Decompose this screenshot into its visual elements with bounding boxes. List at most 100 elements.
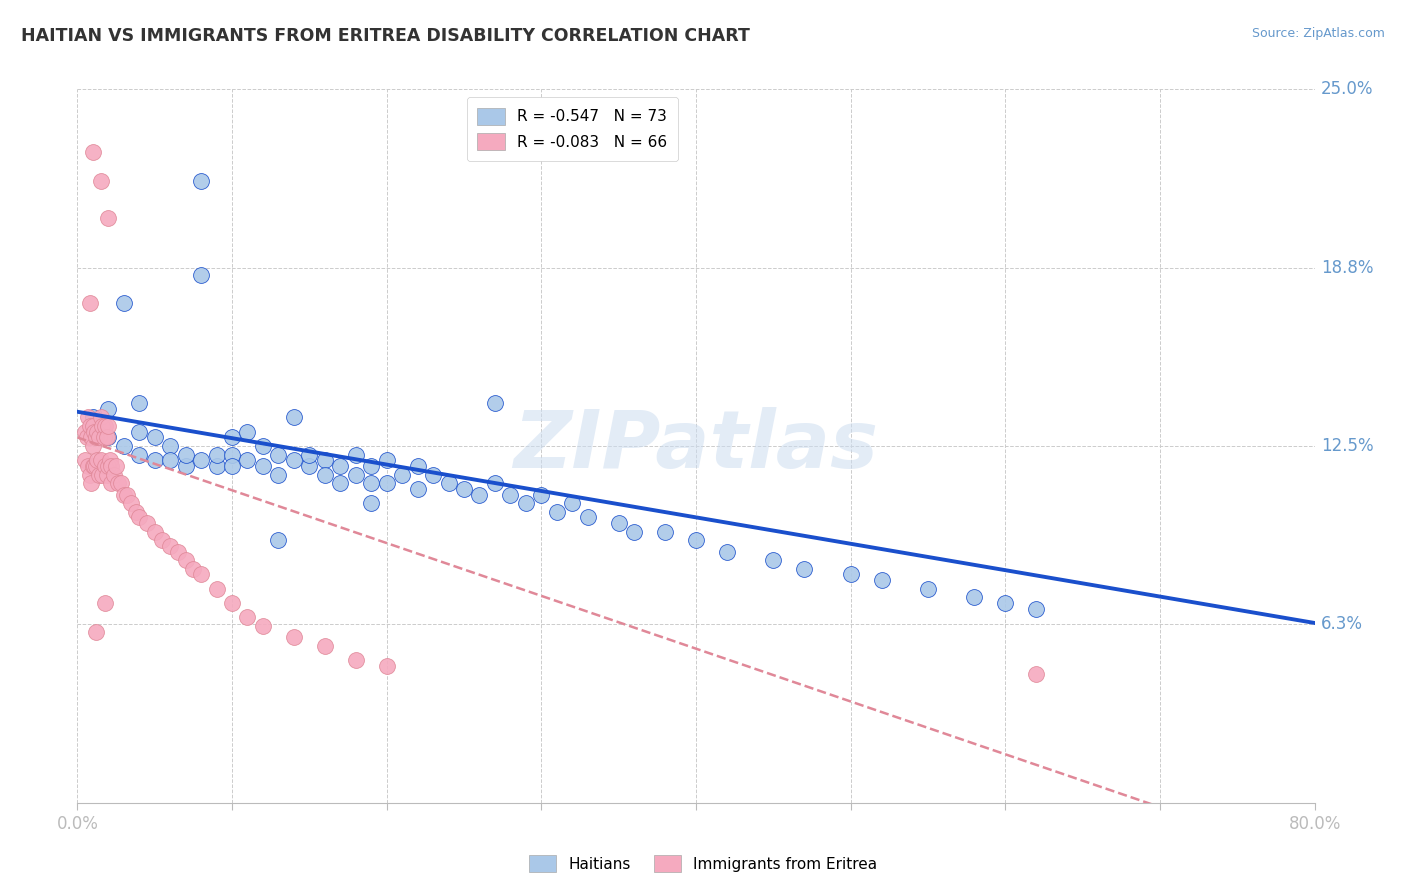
Point [96, 467, 118, 482]
Point [86, 453, 108, 467]
Point [298, 458, 321, 473]
Point [82, 419, 104, 434]
Point [344, 653, 367, 667]
Point [93, 430, 115, 444]
Point [344, 467, 367, 482]
Point [143, 524, 166, 539]
Text: Source: ZipAtlas.com: Source: ZipAtlas.com [1251, 27, 1385, 40]
Point [83, 425, 105, 439]
Point [190, 173, 212, 187]
Point [870, 573, 893, 587]
Point [103, 467, 125, 482]
Point [152, 533, 174, 548]
Point [87, 430, 110, 444]
Point [375, 476, 398, 491]
Point [143, 453, 166, 467]
Point [82, 410, 104, 425]
Point [283, 453, 305, 467]
Point [252, 439, 274, 453]
Point [546, 505, 568, 519]
Text: 6.3%: 6.3% [1320, 615, 1362, 633]
Point [94, 596, 117, 610]
Point [329, 476, 352, 491]
Point [484, 476, 506, 491]
Point [79, 296, 101, 310]
Point [112, 296, 135, 310]
Point [236, 453, 259, 467]
Point [90, 410, 111, 425]
Point [98, 453, 121, 467]
Point [252, 458, 274, 473]
Point [128, 396, 150, 410]
Point [437, 476, 460, 491]
Point [159, 453, 181, 467]
Point [236, 610, 259, 624]
Point [252, 619, 274, 633]
Point [375, 453, 398, 467]
Point [685, 533, 707, 548]
Point [406, 482, 429, 496]
Point [91, 419, 114, 434]
Point [267, 467, 290, 482]
Point [86, 425, 108, 439]
Point [115, 487, 138, 501]
Point [267, 533, 290, 548]
Point [97, 419, 120, 434]
Point [236, 425, 259, 439]
Point [128, 448, 150, 462]
Point [82, 439, 104, 453]
Point [762, 553, 785, 567]
Point [136, 516, 159, 530]
Point [1025, 601, 1047, 615]
Point [283, 410, 305, 425]
Point [100, 476, 122, 491]
Point [329, 458, 352, 473]
Text: 25.0%: 25.0% [1320, 80, 1374, 98]
Point [125, 505, 148, 519]
Point [112, 439, 135, 453]
Point [205, 582, 228, 596]
Point [205, 448, 228, 462]
Point [205, 458, 228, 473]
Point [360, 476, 382, 491]
Point [87, 467, 110, 482]
Point [77, 458, 100, 473]
Text: 12.5%: 12.5% [1320, 437, 1374, 455]
Point [221, 430, 243, 444]
Point [391, 467, 413, 482]
Point [917, 582, 939, 596]
Point [183, 562, 205, 576]
Point [994, 596, 1017, 610]
Point [607, 516, 630, 530]
Point [94, 419, 117, 434]
Point [530, 487, 553, 501]
Point [174, 553, 197, 567]
Point [100, 458, 122, 473]
Point [110, 476, 132, 491]
Point [82, 425, 104, 439]
Point [80, 430, 103, 444]
Point [839, 567, 862, 582]
Point [121, 496, 143, 510]
Point [90, 453, 111, 467]
Point [159, 439, 181, 453]
Point [190, 268, 212, 282]
Point [314, 467, 336, 482]
Point [561, 496, 583, 510]
Point [344, 448, 367, 462]
Point [80, 476, 103, 491]
Legend: R = -0.547   N = 73, R = -0.083   N = 66: R = -0.547 N = 73, R = -0.083 N = 66 [467, 97, 678, 161]
Point [79, 419, 101, 434]
Point [453, 482, 475, 496]
Point [174, 448, 197, 462]
Point [314, 453, 336, 467]
Point [283, 630, 305, 644]
Point [190, 453, 212, 467]
Text: 18.8%: 18.8% [1320, 259, 1374, 277]
Point [167, 544, 190, 558]
Point [406, 458, 429, 473]
Point [963, 591, 986, 605]
Point [84, 458, 107, 473]
Point [221, 458, 243, 473]
Point [190, 567, 212, 582]
